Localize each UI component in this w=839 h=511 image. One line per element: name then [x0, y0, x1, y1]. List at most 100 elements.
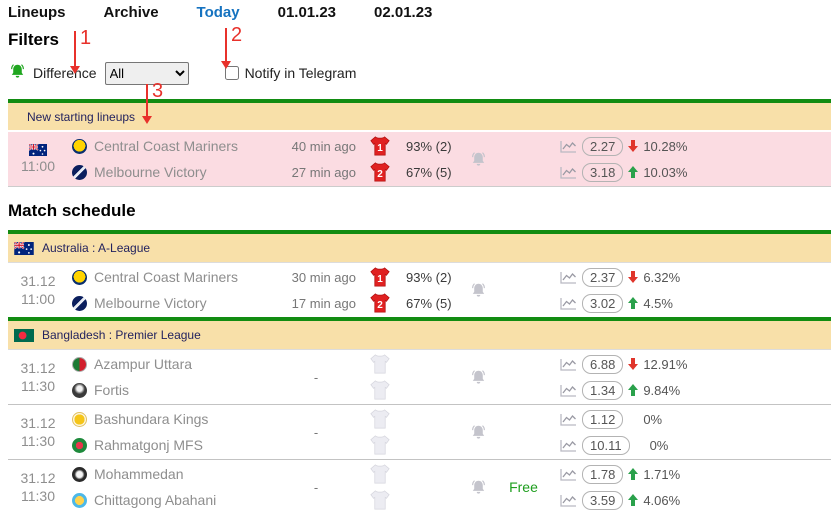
lineup-percent-home: 93% (2) — [406, 138, 452, 154]
odds-line-home: 2.37 6.32% — [552, 267, 831, 287]
odds-line-away: 1.34 9.84% — [552, 380, 831, 400]
team-name-home[interactable]: Central Coast Mariners — [94, 269, 238, 285]
lineup-ago-home: 40 min ago — [291, 138, 356, 154]
odds-line-away: 3.18 10.03% — [552, 162, 831, 182]
odd-value[interactable]: 2.27 — [582, 136, 624, 156]
odd-change: 4.5% — [643, 295, 673, 311]
nav-tab-lineups[interactable]: Lineups — [8, 4, 66, 21]
team-logo-away — [68, 492, 94, 508]
match-row: 31.12 11:30 Bashundara Kings - Rahmatgon… — [8, 405, 831, 460]
odds-chart-icon[interactable] — [560, 358, 577, 371]
team-logo-home — [68, 138, 94, 154]
trend-up-icon — [628, 384, 639, 396]
odd-value[interactable]: 1.34 — [582, 380, 624, 400]
league-header-bangladesh[interactable]: Bangladesh : Premier League — [8, 321, 831, 350]
odd-change: 4.06% — [643, 492, 681, 508]
lineup-ago-away: 17 min ago — [291, 295, 356, 311]
lineup-percent-away: 67% (5) — [406, 164, 452, 180]
odds-chart-icon[interactable] — [560, 413, 577, 426]
new-lineups-header-label: New starting lineups — [27, 109, 136, 124]
match-time: 11:00 — [21, 291, 55, 307]
lineup-shirt-away[interactable] — [360, 434, 400, 456]
league-header-australia[interactable]: Australia : A-League — [8, 234, 831, 263]
notify-bell-icon[interactable] — [462, 478, 495, 497]
odd-change: 10.03% — [643, 164, 688, 180]
annotation-number-3: 3 — [152, 80, 164, 102]
notify-bell-icon[interactable] — [462, 281, 495, 300]
odd-value[interactable]: 6.88 — [582, 354, 624, 374]
lineup-ago-away: 27 min ago — [291, 164, 356, 180]
match-date: 31.12 — [20, 470, 56, 486]
top-nav: Lineups Archive Today 01.01.23 02.01.23 — [0, 0, 839, 21]
team-name-away[interactable]: Melbourne Victory — [94, 164, 207, 180]
odd-value[interactable]: 3.18 — [582, 162, 624, 182]
lineup-shirt-away[interactable]: 2 — [360, 161, 400, 183]
match-time: 11:30 — [21, 378, 55, 394]
match-row: 31.12 11:30 Azampur Uttara - Fortis 6.88 — [8, 350, 831, 405]
lineup-shirt-home[interactable] — [360, 353, 400, 375]
free-badge[interactable]: Free — [509, 479, 538, 495]
lineup-shirt-away[interactable] — [360, 489, 400, 511]
telegram-checkbox[interactable] — [224, 66, 239, 80]
team-name-away[interactable]: Melbourne Victory — [94, 295, 207, 311]
team-logo-away — [68, 164, 94, 180]
nav-tab-date-02-01[interactable]: 02.01.23 — [374, 4, 433, 21]
odds-chart-icon[interactable] — [560, 468, 577, 481]
difference-label: Difference — [33, 65, 97, 81]
lineup-shirt-away[interactable]: 2 — [360, 292, 400, 314]
team-name-home[interactable]: Central Coast Mariners — [94, 138, 238, 154]
match-date: 31.12 — [20, 273, 56, 289]
team-logo-home — [68, 411, 94, 427]
team-name-home[interactable]: Bashundara Kings — [94, 411, 209, 427]
nav-tab-date-01-01[interactable]: 01.01.23 — [277, 4, 336, 21]
team-name-away[interactable]: Chittagong Abahani — [94, 492, 217, 508]
team-logo-home — [68, 356, 94, 372]
odd-value[interactable]: 3.59 — [582, 490, 624, 510]
odds-chart-icon[interactable] — [560, 384, 577, 397]
odds-chart-icon[interactable] — [560, 140, 577, 153]
lineup-shirt-home[interactable]: 1 — [360, 266, 400, 288]
team-logo-home — [68, 269, 94, 285]
league-header-label: Australia : A-League — [42, 241, 151, 255]
lineup-shirt-home[interactable] — [360, 408, 400, 430]
notify-bell-icon[interactable] — [462, 368, 495, 387]
lineup-ago-home: 30 min ago — [291, 269, 356, 285]
notify-bell-icon[interactable] — [462, 423, 495, 442]
team-logo-away — [68, 382, 94, 398]
odd-value[interactable]: 2.37 — [582, 267, 624, 287]
trend-up-icon — [628, 494, 639, 506]
lineup-shirt-away[interactable] — [360, 379, 400, 401]
match-time: 11:00 — [21, 158, 55, 174]
match-datetime: 11:00 — [8, 144, 68, 174]
odds-chart-icon[interactable] — [560, 439, 577, 452]
match-row: 11:00 Central Coast Mariners 40 min ago … — [8, 132, 831, 187]
telegram-label: Notify in Telegram — [244, 65, 357, 81]
odd-value[interactable]: 1.12 — [582, 409, 624, 429]
odd-value[interactable]: 3.02 — [582, 293, 624, 313]
notify-bell-icon[interactable] — [462, 150, 495, 169]
team-name-away[interactable]: Fortis — [94, 382, 129, 398]
match-time: 11:30 — [21, 488, 55, 504]
team-name-away[interactable]: Rahmatgonj MFS — [94, 437, 203, 453]
team-name-home[interactable]: Azampur Uttara — [94, 356, 193, 372]
difference-select[interactable]: All — [104, 61, 189, 85]
nav-tab-today[interactable]: Today — [196, 4, 240, 21]
lineup-shirt-home[interactable] — [360, 463, 400, 485]
trend-down-icon — [628, 140, 639, 152]
new-lineups-header: New starting lineups — [8, 103, 831, 132]
nav-tab-archive[interactable]: Archive — [103, 4, 159, 21]
odds-chart-icon[interactable] — [560, 166, 577, 179]
no-lineup-dash: - — [313, 424, 319, 440]
match-datetime: 31.12 11:30 — [8, 470, 68, 504]
lineup-shirt-home[interactable]: 1 — [360, 135, 400, 157]
odd-value[interactable]: 1.78 — [582, 464, 624, 484]
odds-chart-icon[interactable] — [560, 494, 577, 507]
odds-line-away: 3.59 4.06% — [552, 490, 831, 510]
odds-chart-icon[interactable] — [560, 297, 577, 310]
match-row: 31.12 11:30 Mohammedan - Chittagong Abah… — [8, 460, 831, 511]
odds-chart-icon[interactable] — [560, 271, 577, 284]
odd-value[interactable]: 10.11 — [582, 435, 630, 455]
lineup-percent-away: 67% (5) — [406, 295, 452, 311]
team-name-home[interactable]: Mohammedan — [94, 466, 184, 482]
